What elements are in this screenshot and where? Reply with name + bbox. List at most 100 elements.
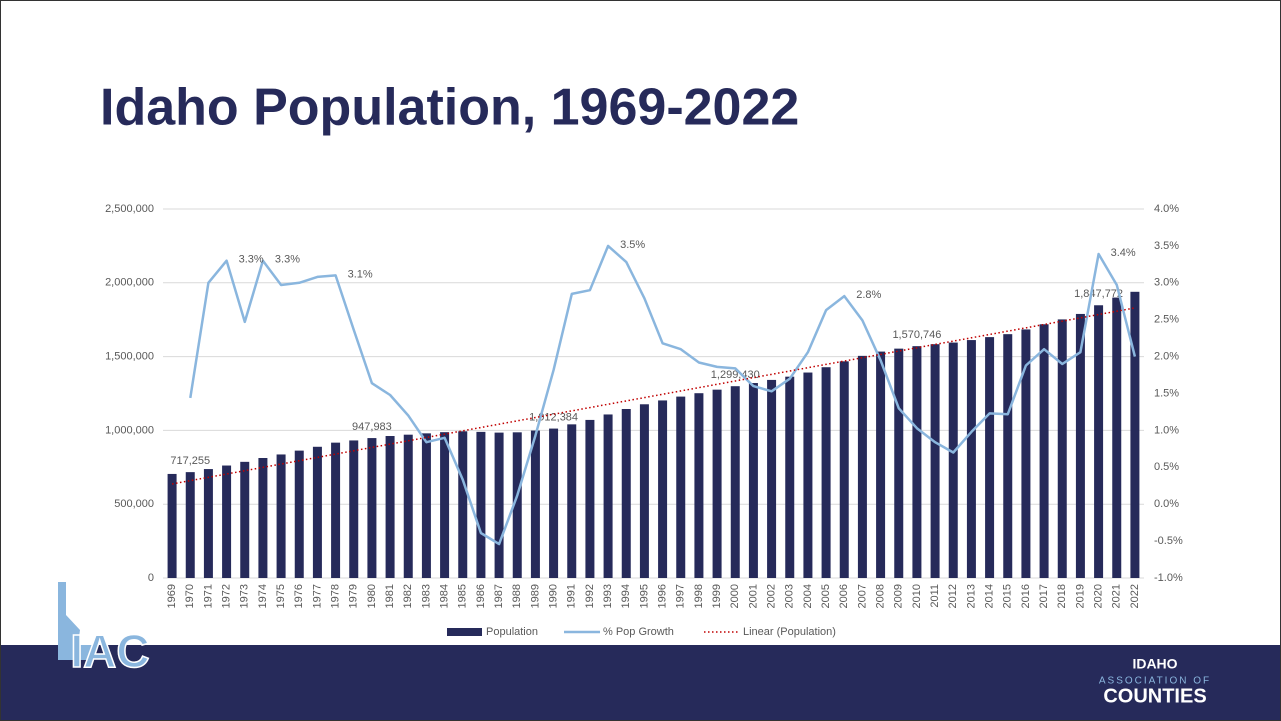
x-tick-label: 1994 — [620, 584, 632, 608]
x-tick-label: 2010 — [911, 584, 923, 608]
data-label: 3.3% — [239, 254, 264, 266]
bar — [912, 346, 922, 578]
bar — [1112, 297, 1122, 578]
y2-tick-label: 1.5% — [1154, 387, 1179, 399]
bar — [676, 396, 686, 578]
y2-tick-label: 3.5% — [1154, 240, 1179, 252]
bar — [1039, 324, 1049, 578]
bar — [1003, 334, 1013, 578]
x-tick-label: 1995 — [638, 584, 650, 608]
x-tick-label: 2016 — [1020, 584, 1032, 608]
x-tick-label: 2001 — [747, 584, 759, 608]
y-tick-label: 0 — [148, 572, 154, 584]
data-label: 3.3% — [275, 254, 300, 266]
bar — [839, 361, 849, 578]
y-tick-label: 1,500,000 — [105, 351, 154, 363]
x-tick-label: 1998 — [693, 584, 705, 608]
bar — [385, 436, 395, 578]
bar — [603, 414, 613, 578]
x-tick-label: 1980 — [366, 584, 378, 608]
x-tick-label: 2018 — [1056, 584, 1068, 608]
bar — [803, 372, 813, 578]
bar — [785, 376, 795, 578]
bar — [276, 454, 286, 578]
bar — [240, 461, 250, 578]
y2-tick-label: 2.0% — [1154, 351, 1179, 363]
data-label: 3.4% — [1111, 247, 1136, 259]
bar — [694, 393, 704, 578]
bar — [1094, 305, 1104, 578]
x-tick-label: 1982 — [402, 584, 414, 608]
bar — [730, 386, 740, 578]
x-tick-label: 2003 — [784, 584, 796, 608]
x-tick-label: 2005 — [820, 584, 832, 608]
bar — [712, 389, 722, 578]
x-tick-label: 1974 — [257, 584, 269, 608]
bar — [767, 379, 777, 578]
bar — [985, 337, 995, 578]
bar — [203, 469, 213, 578]
x-tick-label: 1971 — [202, 584, 214, 608]
bar — [1021, 329, 1031, 578]
y2-tick-label: 3.0% — [1154, 277, 1179, 289]
data-label: 1,570,746 — [892, 329, 941, 341]
x-tick-label: 2007 — [856, 584, 868, 608]
x-tick-label: 2019 — [1074, 584, 1086, 608]
x-tick-label: 1987 — [493, 584, 505, 608]
bar — [821, 367, 831, 578]
data-label: 1,299,430 — [711, 369, 760, 381]
y-tick-label: 500,000 — [114, 498, 154, 510]
legend-label: Population — [486, 626, 538, 638]
x-tick-label: 1997 — [675, 584, 687, 608]
bar — [894, 348, 904, 578]
data-label: 3.1% — [348, 268, 373, 280]
idaho-shape — [58, 582, 92, 660]
x-tick-label: 1992 — [584, 584, 596, 608]
x-tick-label: 1981 — [384, 584, 396, 608]
bar — [948, 342, 958, 578]
x-tick-label: 2013 — [965, 584, 977, 608]
bar — [494, 432, 504, 578]
data-label: 1,847,772 — [1074, 288, 1123, 300]
data-label: 717,255 — [170, 455, 210, 467]
x-tick-label: 1993 — [602, 584, 614, 608]
bar — [621, 408, 631, 578]
x-tick-label: 1996 — [656, 584, 668, 608]
logo-right-line: COUNTIES — [1103, 685, 1206, 707]
y2-tick-label: 0.5% — [1154, 461, 1179, 473]
footer-band — [1, 645, 1280, 720]
bar — [857, 355, 867, 578]
x-tick-label: 1988 — [511, 584, 523, 608]
x-tick-label: 2002 — [765, 584, 777, 608]
bar — [258, 458, 268, 578]
bar — [530, 430, 540, 578]
bar — [549, 428, 559, 578]
x-tick-label: 1975 — [275, 584, 287, 608]
y2-tick-label: -1.0% — [1154, 572, 1183, 584]
x-tick-label: 1986 — [475, 584, 487, 608]
x-tick-label: 2000 — [729, 584, 741, 608]
logo-right-line: IDAHO — [1132, 656, 1177, 672]
logo-right-line: ASSOCIATION OF — [1099, 676, 1211, 687]
x-tick-label: 1970 — [184, 584, 196, 608]
x-tick-label: 1985 — [457, 584, 469, 608]
x-tick-label: 2020 — [1092, 584, 1104, 608]
bar — [312, 446, 322, 578]
x-tick-label: 2012 — [947, 584, 959, 608]
x-tick-label: 1973 — [239, 584, 251, 608]
bar — [403, 434, 413, 578]
x-tick-label: 1990 — [547, 584, 559, 608]
x-tick-label: 2022 — [1129, 584, 1141, 608]
x-tick-label: 2009 — [893, 584, 905, 608]
x-tick-label: 2004 — [802, 584, 814, 608]
legend-swatch — [447, 628, 482, 636]
bar — [639, 404, 649, 578]
bar — [585, 419, 595, 578]
bar — [1130, 291, 1140, 578]
x-tick-label: 1969 — [166, 584, 178, 608]
bar — [167, 473, 177, 578]
bar — [876, 351, 886, 578]
y2-tick-label: 0.0% — [1154, 498, 1179, 510]
x-tick-label: 2006 — [838, 584, 850, 608]
